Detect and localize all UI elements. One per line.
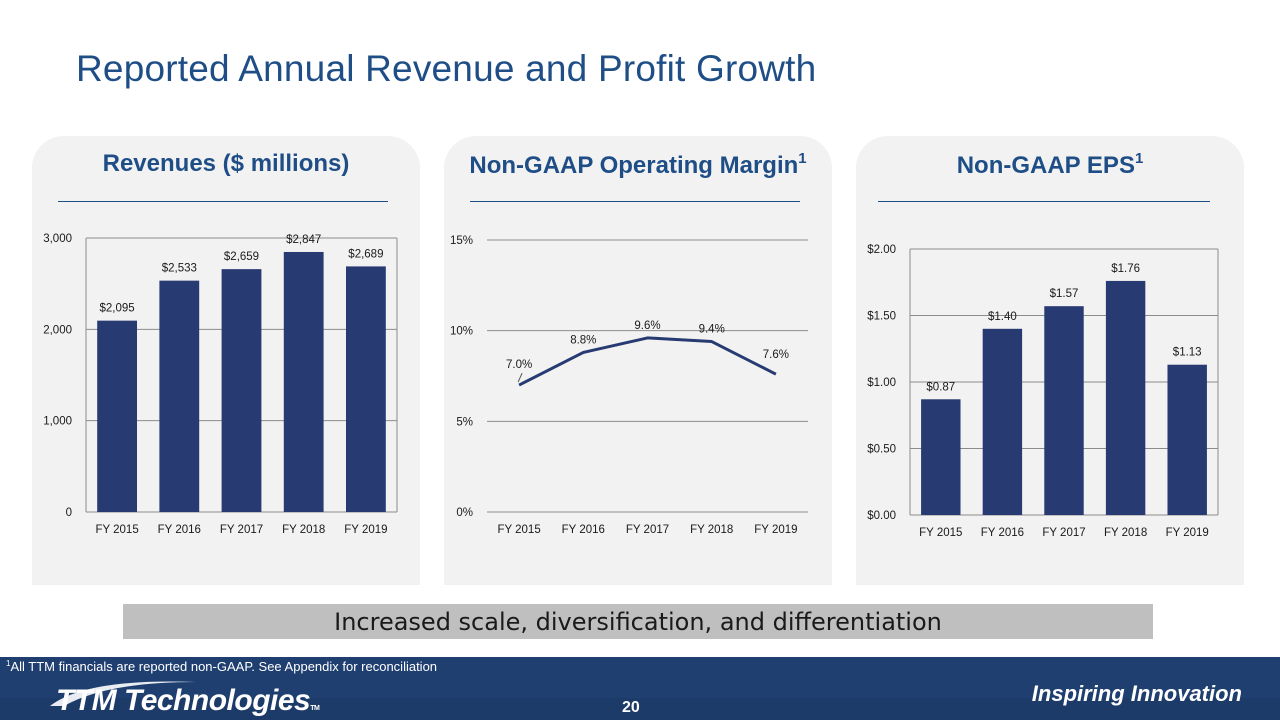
margin-x-tick-label: FY 2017: [626, 524, 669, 536]
eps-bar: [921, 399, 961, 515]
revenue-data-label: $2,689: [348, 248, 383, 260]
footnote-text: All TTM financials are reported non-GAAP…: [10, 659, 438, 674]
eps-data-label: $1.76: [1111, 263, 1140, 275]
margin-y-tick-label: 5%: [456, 416, 473, 428]
eps-bar: [1167, 364, 1207, 515]
page-number: 20: [622, 699, 640, 716]
margin-data-label: 8.8%: [570, 334, 596, 346]
eps-data-label: $1.40: [988, 311, 1017, 323]
revenue-data-label: $2,533: [162, 263, 197, 275]
margin-heading-rule: [470, 201, 800, 202]
footnote-mark: 1: [6, 659, 11, 668]
revenue-heading-rule: [58, 201, 388, 202]
revenue-bar: [221, 269, 262, 512]
eps-x-tick-label: FY 2018: [1104, 527, 1147, 539]
eps-y-tick-label: $0.50: [867, 444, 896, 456]
eps-data-label: $1.13: [1173, 347, 1202, 359]
margin-heading-footnote-mark: 1: [798, 150, 807, 167]
margin-x-tick-label: FY 2015: [497, 524, 540, 536]
logo-swoosh-icon: [50, 681, 196, 706]
eps-y-tick-label: $2.00: [867, 244, 896, 256]
revenue-y-tick-label: 2,000: [43, 324, 72, 336]
revenue-bar: [283, 251, 324, 512]
eps-bar: [1105, 280, 1146, 515]
margin-series-line: [518, 336, 777, 387]
margin-data-label: 9.4%: [699, 324, 725, 336]
eps-heading-text: Non-GAAP EPS: [956, 152, 1135, 179]
margin-heading: Non-GAAP Operating Margin1: [444, 150, 832, 180]
margin-data-label: 7.0%: [506, 359, 532, 371]
revenue-y-tick-label: 1,000: [43, 416, 72, 428]
eps-bar: [1044, 306, 1084, 515]
logo-text: TTM Technologies: [56, 684, 311, 717]
margin-heading-text: Non-GAAP Operating Margin: [469, 152, 799, 179]
revenue-heading: Revenues ($ millions): [32, 150, 420, 178]
revenue-x-tick-label: FY 2017: [220, 524, 263, 536]
eps-x-tick-label: FY 2016: [981, 527, 1024, 539]
tagline-banner: Increased scale, diversification, and di…: [123, 604, 1153, 639]
eps-data-label: $0.87: [926, 381, 955, 393]
margin-y-tick-label: 10%: [450, 326, 473, 338]
footer-bar: [0, 657, 1280, 720]
eps-heading-rule: [878, 201, 1210, 202]
slogan: Inspiring Innovation: [1031, 681, 1242, 706]
eps-heading: Non-GAAP EPS1: [856, 150, 1244, 180]
revenue-data-label: $2,095: [100, 303, 135, 315]
margin-data-label: 7.6%: [763, 349, 789, 361]
revenue-bar: [159, 280, 200, 512]
revenue-bar: [345, 266, 386, 512]
logo-trademark: TM: [310, 705, 320, 712]
eps-heading-footnote-mark: 1: [1134, 150, 1144, 167]
eps-x-tick-label: FY 2017: [1042, 527, 1085, 539]
revenue-x-tick-label: FY 2018: [282, 524, 325, 536]
eps-x-tick-label: FY 2015: [919, 527, 962, 539]
margin-x-tick-label: FY 2019: [754, 524, 797, 536]
margin-y-tick-label: 15%: [450, 235, 473, 247]
company-logo: TTM TechnologiesTM: [56, 684, 320, 718]
eps-data-label: $1.57: [1050, 288, 1079, 300]
revenue-y-tick-label: 3,000: [43, 233, 72, 245]
margin-x-tick-label: FY 2018: [690, 524, 733, 536]
revenue-x-tick-label: FY 2015: [95, 524, 138, 536]
margin-data-label: 9.6%: [634, 320, 660, 332]
eps-bar: [982, 328, 1023, 515]
margin-y-tick-label: 0%: [456, 507, 473, 519]
revenue-bar: [97, 320, 138, 512]
margin-label-leader: [517, 372, 523, 383]
revenue-y-tick-label: 0: [66, 507, 72, 519]
eps-y-tick-label: $1.50: [867, 311, 896, 323]
margin-panel: Non-GAAP Operating Margin1: [444, 136, 832, 585]
revenue-data-label: $2,659: [224, 251, 259, 263]
footnote: 1All TTM financials are reported non-GAA…: [6, 659, 437, 674]
slide-title: Reported Annual Revenue and Profit Growt…: [76, 48, 817, 89]
margin-x-tick-label: FY 2016: [562, 524, 605, 536]
revenue-x-tick-label: FY 2016: [158, 524, 201, 536]
revenue-data-label: $2,847: [286, 234, 321, 246]
eps-y-tick-label: $0.00: [867, 510, 896, 522]
revenue-heading-text: Revenues ($ millions): [102, 150, 350, 177]
revenue-x-tick-label: FY 2019: [344, 524, 387, 536]
eps-y-tick-label: $1.00: [867, 377, 896, 389]
eps-x-tick-label: FY 2019: [1166, 527, 1209, 539]
